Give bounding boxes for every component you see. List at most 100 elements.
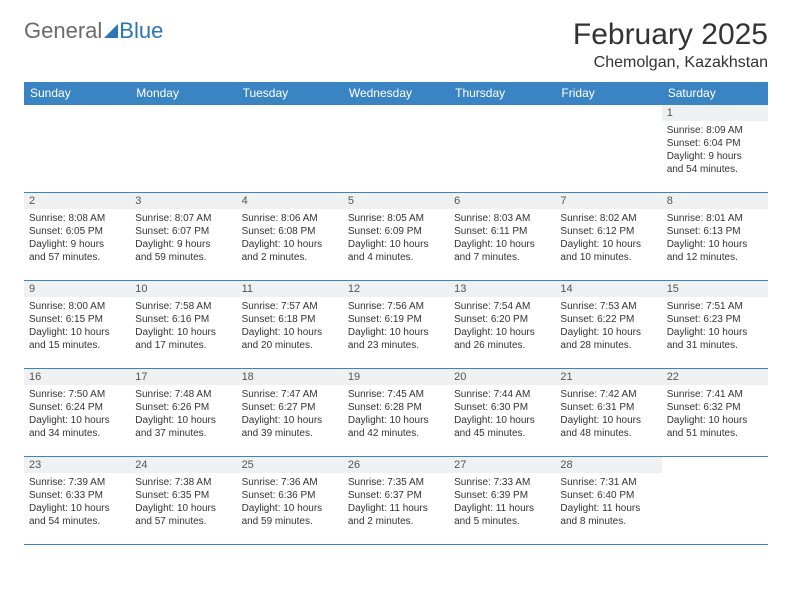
day-dl1: Daylight: 10 hours <box>454 326 550 339</box>
col-header: Sunday <box>24 82 130 105</box>
location-label: Chemolgan, Kazakhstan <box>573 54 768 72</box>
calendar-cell: 1Sunrise: 8:09 AMSunset: 6:04 PMDaylight… <box>662 105 768 193</box>
day-dl2: and 8 minutes. <box>560 515 656 528</box>
day-dl2: and 54 minutes. <box>29 515 125 528</box>
day-dl1: Daylight: 10 hours <box>242 414 338 427</box>
day-number: 28 <box>555 457 661 473</box>
day-sr: Sunrise: 7:41 AM <box>667 388 763 401</box>
day-info: Sunrise: 7:50 AMSunset: 6:24 PMDaylight:… <box>24 385 130 444</box>
day-info: Sunrise: 8:00 AMSunset: 6:15 PMDaylight:… <box>24 297 130 356</box>
calendar-cell: 14Sunrise: 7:53 AMSunset: 6:22 PMDayligh… <box>555 281 661 369</box>
calendar-cell: 17Sunrise: 7:48 AMSunset: 6:26 PMDayligh… <box>130 369 236 457</box>
day-dl2: and 42 minutes. <box>348 427 444 440</box>
day-dl1: Daylight: 10 hours <box>29 326 125 339</box>
day-info: Sunrise: 7:44 AMSunset: 6:30 PMDaylight:… <box>449 385 555 444</box>
calendar-cell: 3Sunrise: 8:07 AMSunset: 6:07 PMDaylight… <box>130 193 236 281</box>
day-number: 10 <box>130 281 236 297</box>
day-ss: Sunset: 6:04 PM <box>667 137 763 150</box>
day-info: Sunrise: 7:45 AMSunset: 6:28 PMDaylight:… <box>343 385 449 444</box>
day-info: Sunrise: 7:39 AMSunset: 6:33 PMDaylight:… <box>24 473 130 532</box>
calendar-cell <box>24 105 130 193</box>
day-dl2: and 23 minutes. <box>348 339 444 352</box>
day-number: 11 <box>237 281 343 297</box>
day-sr: Sunrise: 7:45 AM <box>348 388 444 401</box>
calendar-cell: 2Sunrise: 8:08 AMSunset: 6:05 PMDaylight… <box>24 193 130 281</box>
calendar-cell: 19Sunrise: 7:45 AMSunset: 6:28 PMDayligh… <box>343 369 449 457</box>
day-info: Sunrise: 7:48 AMSunset: 6:26 PMDaylight:… <box>130 385 236 444</box>
day-sr: Sunrise: 7:53 AM <box>560 300 656 313</box>
day-dl1: Daylight: 10 hours <box>667 238 763 251</box>
day-ss: Sunset: 6:35 PM <box>135 489 231 502</box>
month-title: February 2025 <box>573 18 768 52</box>
day-ss: Sunset: 6:07 PM <box>135 225 231 238</box>
day-number: 27 <box>449 457 555 473</box>
calendar-cell: 24Sunrise: 7:38 AMSunset: 6:35 PMDayligh… <box>130 457 236 545</box>
day-sr: Sunrise: 8:08 AM <box>29 212 125 225</box>
day-sr: Sunrise: 7:54 AM <box>454 300 550 313</box>
day-dl2: and 31 minutes. <box>667 339 763 352</box>
day-ss: Sunset: 6:26 PM <box>135 401 231 414</box>
day-info: Sunrise: 7:53 AMSunset: 6:22 PMDaylight:… <box>555 297 661 356</box>
calendar-cell: 28Sunrise: 7:31 AMSunset: 6:40 PMDayligh… <box>555 457 661 545</box>
day-info: Sunrise: 7:31 AMSunset: 6:40 PMDaylight:… <box>555 473 661 532</box>
day-number: 26 <box>343 457 449 473</box>
day-dl1: Daylight: 10 hours <box>348 326 444 339</box>
day-dl2: and 34 minutes. <box>29 427 125 440</box>
calendar-cell: 23Sunrise: 7:39 AMSunset: 6:33 PMDayligh… <box>24 457 130 545</box>
calendar-cell: 11Sunrise: 7:57 AMSunset: 6:18 PMDayligh… <box>237 281 343 369</box>
day-ss: Sunset: 6:16 PM <box>135 313 231 326</box>
day-dl1: Daylight: 11 hours <box>454 502 550 515</box>
day-number: 23 <box>24 457 130 473</box>
day-dl1: Daylight: 9 hours <box>29 238 125 251</box>
calendar-cell: 9Sunrise: 8:00 AMSunset: 6:15 PMDaylight… <box>24 281 130 369</box>
day-sr: Sunrise: 8:01 AM <box>667 212 763 225</box>
calendar-cell <box>555 105 661 193</box>
calendar-cell: 5Sunrise: 8:05 AMSunset: 6:09 PMDaylight… <box>343 193 449 281</box>
calendar-cell: 10Sunrise: 7:58 AMSunset: 6:16 PMDayligh… <box>130 281 236 369</box>
day-dl1: Daylight: 10 hours <box>135 414 231 427</box>
col-header: Saturday <box>662 82 768 105</box>
day-number: 6 <box>449 193 555 209</box>
calendar-cell <box>343 105 449 193</box>
day-sr: Sunrise: 8:09 AM <box>667 124 763 137</box>
day-info: Sunrise: 7:33 AMSunset: 6:39 PMDaylight:… <box>449 473 555 532</box>
day-dl2: and 48 minutes. <box>560 427 656 440</box>
day-ss: Sunset: 6:19 PM <box>348 313 444 326</box>
calendar-row: 16Sunrise: 7:50 AMSunset: 6:24 PMDayligh… <box>24 369 768 457</box>
calendar-row: 2Sunrise: 8:08 AMSunset: 6:05 PMDaylight… <box>24 193 768 281</box>
day-info: Sunrise: 7:56 AMSunset: 6:19 PMDaylight:… <box>343 297 449 356</box>
day-dl1: Daylight: 10 hours <box>242 326 338 339</box>
calendar-cell: 18Sunrise: 7:47 AMSunset: 6:27 PMDayligh… <box>237 369 343 457</box>
logo-text-1: General <box>24 18 102 44</box>
calendar-cell: 25Sunrise: 7:36 AMSunset: 6:36 PMDayligh… <box>237 457 343 545</box>
day-number: 7 <box>555 193 661 209</box>
day-ss: Sunset: 6:18 PM <box>242 313 338 326</box>
day-dl1: Daylight: 10 hours <box>29 414 125 427</box>
day-dl1: Daylight: 10 hours <box>560 326 656 339</box>
day-sr: Sunrise: 7:42 AM <box>560 388 656 401</box>
logo-text-2: Blue <box>119 18 163 44</box>
calendar-cell <box>449 105 555 193</box>
calendar-cell <box>130 105 236 193</box>
day-ss: Sunset: 6:33 PM <box>29 489 125 502</box>
day-info: Sunrise: 8:07 AMSunset: 6:07 PMDaylight:… <box>130 209 236 268</box>
day-dl2: and 59 minutes. <box>135 251 231 264</box>
day-sr: Sunrise: 8:05 AM <box>348 212 444 225</box>
day-info: Sunrise: 7:36 AMSunset: 6:36 PMDaylight:… <box>237 473 343 532</box>
day-sr: Sunrise: 7:38 AM <box>135 476 231 489</box>
day-info: Sunrise: 7:51 AMSunset: 6:23 PMDaylight:… <box>662 297 768 356</box>
calendar-cell: 7Sunrise: 8:02 AMSunset: 6:12 PMDaylight… <box>555 193 661 281</box>
day-number: 4 <box>237 193 343 209</box>
day-sr: Sunrise: 7:31 AM <box>560 476 656 489</box>
calendar-cell: 21Sunrise: 7:42 AMSunset: 6:31 PMDayligh… <box>555 369 661 457</box>
day-ss: Sunset: 6:36 PM <box>242 489 338 502</box>
day-number: 20 <box>449 369 555 385</box>
day-ss: Sunset: 6:39 PM <box>454 489 550 502</box>
header: General Blue February 2025 Chemolgan, Ka… <box>24 18 768 72</box>
day-ss: Sunset: 6:22 PM <box>560 313 656 326</box>
day-sr: Sunrise: 7:35 AM <box>348 476 444 489</box>
day-dl1: Daylight: 10 hours <box>667 326 763 339</box>
day-number: 22 <box>662 369 768 385</box>
day-dl2: and 39 minutes. <box>242 427 338 440</box>
day-dl1: Daylight: 10 hours <box>242 502 338 515</box>
